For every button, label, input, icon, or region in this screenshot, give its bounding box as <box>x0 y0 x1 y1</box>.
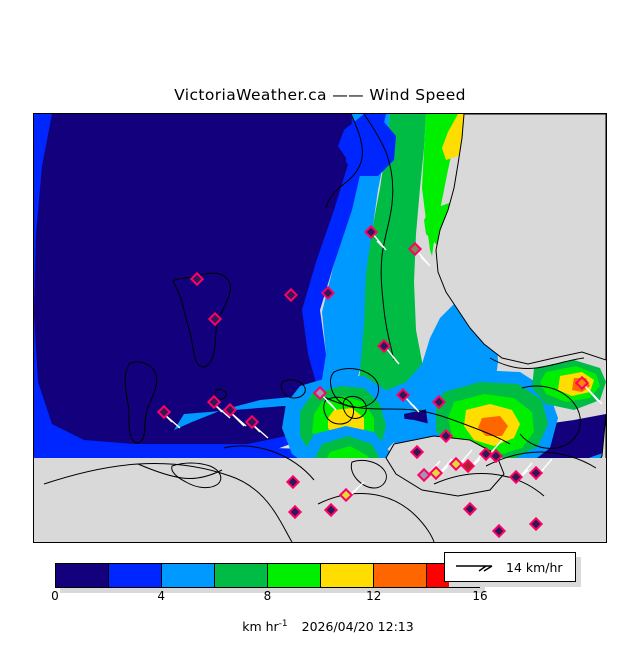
station-marker[interactable] <box>376 338 392 354</box>
station-marker[interactable] <box>338 487 354 503</box>
wind-barb-icon <box>404 396 420 413</box>
station-marker[interactable] <box>491 523 507 539</box>
colorbar-units: km hr-1 <box>242 619 288 635</box>
colorbar-band-3[interactable] <box>215 564 268 587</box>
station-marker[interactable] <box>508 469 524 485</box>
contour-band-4-6-basin <box>174 298 498 430</box>
contour-band-4-6-north <box>319 114 390 424</box>
station-marker[interactable] <box>287 504 303 520</box>
station-marker[interactable] <box>407 241 423 257</box>
station-marker[interactable] <box>409 444 425 460</box>
station-marker[interactable] <box>244 414 260 430</box>
contour-band-6-8-north <box>352 114 438 420</box>
wind-barb-icon <box>385 347 400 365</box>
station-marker[interactable] <box>207 311 223 327</box>
wind-speed-contour-map[interactable] <box>34 114 606 542</box>
colorbar-band-6[interactable] <box>374 564 427 587</box>
colorbar-band-0[interactable] <box>56 564 109 587</box>
coastline-south-main <box>43 463 293 542</box>
barb-legend-label: 14 km/hr <box>506 559 563 575</box>
station-marker[interactable] <box>363 224 379 240</box>
coastline-island-north <box>172 272 231 368</box>
station-marker[interactable] <box>488 448 504 464</box>
station-marker[interactable] <box>574 375 590 391</box>
coastline-east-shore <box>489 357 585 369</box>
coastline-south-lagoon <box>171 462 222 489</box>
colorbar: 0 4 8 12 16 <box>51 563 488 603</box>
colorbar-band-5[interactable] <box>321 564 374 587</box>
coastline-islet-a <box>280 379 306 399</box>
station-marker[interactable] <box>431 394 447 410</box>
land-southern-peninsula <box>34 458 606 542</box>
colorbar-caption: km hr-1 2026/04/20 12:13 <box>0 604 640 649</box>
colorbar-tick-12: 12 <box>366 589 382 603</box>
coastline-south-bay <box>137 463 223 479</box>
wind-barb-icon <box>456 565 493 572</box>
wind-barb-icon <box>372 233 387 251</box>
coastline-north-shore <box>363 114 395 361</box>
colorbar-band-1[interactable] <box>109 564 162 587</box>
station-marker[interactable] <box>460 458 476 474</box>
station-marker[interactable] <box>320 285 336 301</box>
station-marker[interactable] <box>416 467 432 483</box>
station-marker[interactable] <box>206 394 222 410</box>
colorbar-tick-16: 16 <box>472 589 488 603</box>
station-marker[interactable] <box>428 465 444 481</box>
station-marker[interactable] <box>323 502 339 518</box>
coastline-south-islet <box>350 459 387 489</box>
wind-barb-icon <box>416 250 431 267</box>
page-title: VictoriaWeather.ca —— Wind Speed <box>174 86 466 104</box>
station-marker[interactable] <box>312 385 328 401</box>
coastline-bay-inner <box>323 396 355 425</box>
station-marker[interactable] <box>528 465 544 481</box>
station-marker[interactable] <box>189 271 205 287</box>
coastline-right-mainland-low <box>485 451 597 469</box>
coastline-east-peninsula <box>519 385 581 449</box>
colorbar-tick-4: 4 <box>157 589 166 603</box>
map-frame[interactable] <box>33 113 607 543</box>
colorbar-ticks: 0 4 8 12 16 <box>51 589 487 605</box>
station-marker[interactable] <box>438 428 454 444</box>
colorbar-timestamp: 2026/04/20 12:13 <box>301 619 414 635</box>
coastline-south-inlet <box>223 445 315 481</box>
coastline-islet-b <box>342 395 367 419</box>
coastline-southeast-channel <box>433 473 545 497</box>
station-marker[interactable] <box>462 501 478 517</box>
wind-barb-icon <box>321 394 337 411</box>
coastline-island-south <box>124 361 158 444</box>
station-marker[interactable] <box>395 387 411 403</box>
station-marker[interactable] <box>528 516 544 532</box>
station-marker[interactable] <box>156 404 172 420</box>
colorbar-band-2[interactable] <box>162 564 215 587</box>
station-markers[interactable] <box>156 224 590 539</box>
land-mainland-east <box>435 114 606 365</box>
colorbar-tick-0: 0 <box>51 589 59 603</box>
station-marker[interactable] <box>222 402 238 418</box>
colorbar-bands[interactable] <box>55 563 480 588</box>
coastline-north-inlet <box>325 115 363 209</box>
coastline-island-central-south <box>330 368 379 408</box>
barb-legend: 14 km/hr <box>444 552 576 582</box>
station-marker[interactable] <box>478 446 494 462</box>
station-marker[interactable] <box>448 456 464 472</box>
contour-inlet-nw <box>346 122 396 176</box>
colorbar-tick-8: 8 <box>263 589 272 603</box>
colorbar-band-4[interactable] <box>268 564 321 587</box>
station-marker[interactable] <box>285 474 301 490</box>
coastlines <box>43 114 597 542</box>
station-marker[interactable] <box>283 287 299 303</box>
